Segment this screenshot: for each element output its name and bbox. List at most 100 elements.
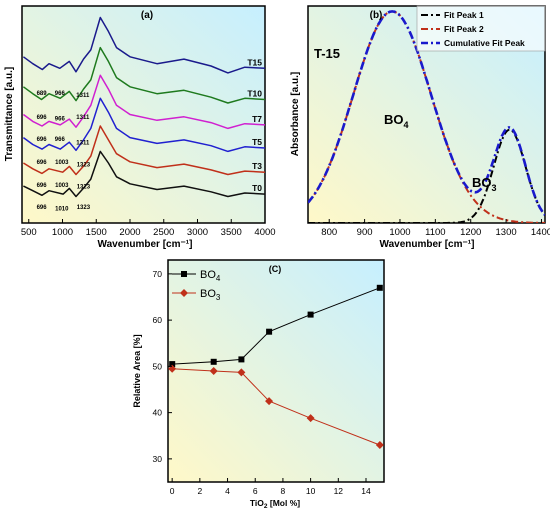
panel-c-point-bo4-3 (266, 328, 273, 335)
panel-b-bo3-main: BO (472, 175, 492, 190)
panel-c-x-axis-title: TiO2 [Mol %] (250, 498, 300, 510)
panel-a-peak-label-9: 696 (37, 160, 48, 166)
panel-c-point-bo4-5 (376, 284, 383, 291)
panel-c-point-bo3-3 (265, 397, 274, 406)
panel-b-bo4-label: BO4 (384, 112, 409, 130)
panel-a-peak-label-3: 696 (37, 115, 48, 121)
panel-a-peak-label-2: 1311 (76, 93, 90, 99)
panel-a-peak-label-13: 1003 (55, 183, 69, 189)
panel-b-x-tick-label-800: 800 (321, 227, 337, 238)
panel-a-peak-label-12: 696 (37, 183, 48, 189)
panel-a-x-tick-label-2500: 2500 (153, 227, 174, 238)
panel-a-peak-label-15: 696 (37, 205, 48, 211)
panel-a-series-label-t10: T10 (247, 89, 262, 99)
panel-c-x-tick-label-0: 0 (170, 486, 175, 496)
panel-b-sample-label: T-15 (314, 46, 340, 61)
panel-a-series-t10 (22, 46, 265, 104)
panel-b-x-tick-label-1100: 1100 (425, 227, 445, 238)
panel-c: 0 2 4 6 8 10 12 14 30 40 50 60 70 (C) BO4 BO3 TiO2 … (132, 259, 385, 510)
panel-a-peak-label-11: 1323 (77, 162, 91, 168)
panel-c-y-tick-label-60: 60 (153, 315, 163, 325)
panel-a-peak-label-0: 689 (37, 91, 48, 97)
panel-a-series-label-t0: T0 (252, 183, 262, 193)
panel-a-x-tick-label-1500: 1500 (86, 227, 107, 238)
panel-a-series-group: T15 T10 T7 T5 T3 T0 (22, 16, 265, 198)
panel-a-peak-label-10: 1003 (55, 160, 69, 166)
panel-b-label: (b) (370, 10, 383, 21)
panel-c-x-tick-label-14: 14 (361, 486, 371, 496)
panel-a-peak-label-7: 966 (55, 137, 66, 143)
panel-b-legend: Fit Peak 1 Fit Peak 2 Cumulative Fit Pea… (416, 5, 546, 52)
panel-c-x-tick-label-6: 6 (253, 486, 258, 496)
panel-c-y-axis-title: Relative Area [%] (132, 334, 142, 407)
panel-c-legend: BO4 BO3 (172, 269, 221, 302)
panel-a-peak-label-4: 966 (55, 116, 66, 122)
panel-c-series-bo3 (172, 368, 380, 446)
panel-a-series-t3 (23, 125, 265, 176)
panel-c-point-bo3-2 (237, 368, 246, 377)
panel-c-y-tick-label-40: 40 (153, 408, 163, 418)
panel-a-series-label-t7: T7 (252, 114, 262, 124)
panel-b-x-ticks: 800 900 1000 1100 1200 1300 1400 (321, 219, 550, 238)
panel-a-peak-label-5: 1311 (76, 115, 90, 121)
panel-c-point-bo4-1 (210, 358, 217, 365)
panel-c-legend-label-bo4: BO4 (200, 269, 221, 283)
panel-b-x-tick-label-1300: 1300 (496, 227, 517, 238)
panel-a-x-tick-label-3000: 3000 (187, 227, 208, 238)
panel-c-x-tick-label-10: 10 (306, 486, 316, 496)
panel-a-series-t7 (22, 74, 265, 130)
panel-b-legend-label-2: Fit Peak 2 (444, 24, 484, 34)
panel-a-x-ticks: 500 1000 1500 2000 2500 3000 3500 4000 (21, 219, 276, 238)
panel-a-y-axis-title: Transmittance [a.u.] (4, 67, 15, 161)
panel-c-x-ticks: 0 2 4 6 8 10 12 14 (170, 478, 371, 496)
panel-c-y-tick-label-30: 30 (153, 454, 163, 464)
panel-b-legend-label-1: Fit Peak 1 (444, 10, 484, 20)
panel-c-point-bo4-2 (238, 356, 245, 363)
panel-a-series-t15 (22, 16, 265, 74)
panel-c-x-tick-label-4: 4 (225, 486, 230, 496)
panel-c-x-tick-label-12: 12 (334, 486, 344, 496)
panel-a-x-tick-label-500: 500 (21, 227, 37, 238)
panel-b-y-axis-title: Absorbance [a.u.] (290, 72, 301, 156)
panel-b-bo3-sub: 3 (492, 183, 497, 193)
panel-a-peak-label-16: 1010 (55, 206, 69, 212)
panel-c-y-ticks: 30 40 50 60 70 (153, 269, 172, 464)
panel-b-x-tick-label-1000: 1000 (389, 227, 410, 238)
panel-c-y-tick-label-70: 70 (153, 269, 163, 279)
panel-b-x-tick-label-900: 900 (357, 227, 373, 238)
panel-a: T15 T10 T7 T5 T3 T0 689 966 1311 696 966 1311 696 96… (4, 5, 276, 250)
panel-a-series-t0 (23, 150, 265, 198)
panel-c-x-tick-label-2: 2 (197, 486, 202, 496)
panel-c-x-tick-label-8: 8 (281, 486, 286, 496)
panel-c-point-bo3-1 (209, 367, 218, 375)
panel-c-legend-label-bo3: BO3 (200, 288, 221, 302)
panel-c-series-group (168, 284, 384, 449)
panel-b-series-group (308, 10, 545, 223)
panel-a-x-tick-label-1000: 1000 (52, 227, 73, 238)
panel-a-peak-label-17: 1323 (77, 205, 91, 211)
panel-c-point-bo4-0 (169, 361, 176, 368)
panel-c-point-bo3-4 (306, 414, 315, 423)
panel-a-series-label-t5: T5 (252, 137, 262, 147)
panel-a-peak-label-6: 696 (37, 137, 48, 143)
panel-c-label: (C) (269, 264, 282, 274)
panel-a-peak-label-8: 1311 (76, 141, 90, 147)
panel-b-x-tick-label-1400: 1400 (531, 227, 550, 238)
panel-b-x-axis-title: Wavenumber [cm⁻¹] (380, 239, 475, 250)
panel-c-point-bo3-5 (375, 441, 384, 449)
panel-b-series-cumulative-fit-peak (308, 10, 545, 216)
panel-a-x-axis-title: Wavenumber [cm⁻¹] (98, 239, 193, 250)
panel-a-peak-labels: 689 966 1311 696 966 1311 696 966 1311 696 1003 132… (37, 91, 91, 212)
panel-a-peak-label-14: 1323 (77, 184, 91, 190)
panel-b-bo3-label: BO3 (472, 175, 497, 193)
panel-a-plot-area (21, 5, 266, 224)
panel-a-peak-label-1: 966 (55, 91, 66, 97)
panel-b-bo4-main: BO (384, 112, 404, 127)
panel-b-x-tick-label-1200: 1200 (460, 227, 481, 238)
panel-c-legend-marker-bo4 (181, 271, 187, 277)
panel-a-series-label-t15: T15 (247, 57, 262, 67)
panel-c-plot-area (167, 259, 385, 483)
panel-b-bo4-sub: 4 (404, 120, 409, 130)
panel-c-point-bo4-4 (307, 311, 314, 318)
